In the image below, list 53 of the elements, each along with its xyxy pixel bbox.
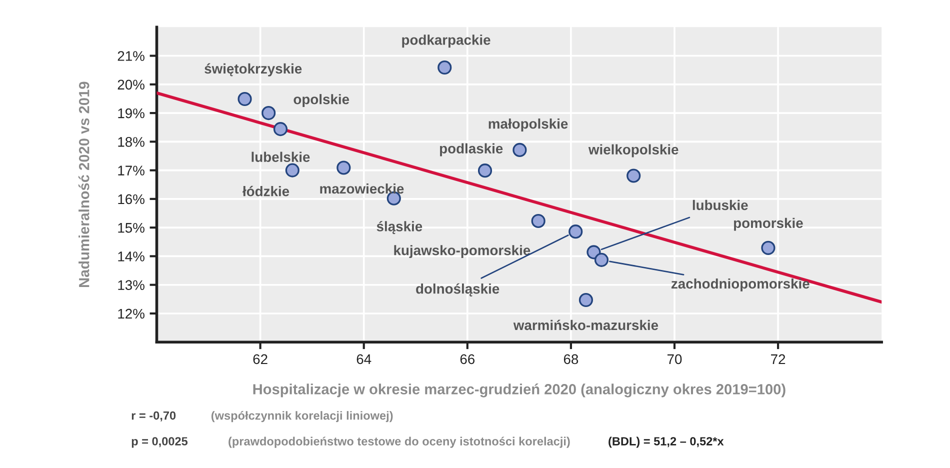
y-axis-title: Nadumieralność 2020 vs 2019 [78, 82, 90, 288]
x-axis-title: Hospitalizacje w okresie marzec-grudzień 2020 (analogiczny okres 2019=100) [253, 384, 786, 398]
annotation: świętokrzyskie [204, 63, 302, 76]
y-tick-label: 15% [118, 222, 144, 233]
annotation: łódzkie [242, 186, 290, 196]
y-tick-label: 19% [118, 108, 144, 118]
annotation: zachodniopomorskie [671, 278, 810, 292]
y-tick-label: 18% [118, 137, 144, 147]
annotation: lubuskie [692, 200, 748, 210]
annotation: warmińsko-mazurskie [513, 320, 658, 330]
x-tick-label: 70 [667, 354, 682, 364]
y-tick-label: 16% [118, 194, 144, 204]
text: r = -0,70 [132, 411, 176, 422]
annotation: mazowieckie [320, 183, 404, 194]
point [626, 168, 641, 183]
annotation: dolnośląskie [416, 283, 500, 296]
point [478, 164, 492, 178]
text: (prawdopodobieństwo testowe do oceny istotności korelacji) [228, 436, 570, 448]
annotation: śląskie [376, 221, 422, 234]
point [568, 224, 583, 239]
y-tick-label: 14% [118, 252, 144, 262]
y-tick-label: 17% [118, 166, 144, 176]
point [262, 106, 276, 120]
text: (współczynnik korelacji liniowej) [211, 410, 393, 422]
text: p = 0,0025 [132, 437, 188, 448]
annotation: pomorskie [734, 218, 803, 231]
x-tick-label: 68 [564, 354, 578, 364]
x-tick-label: 72 [771, 354, 786, 364]
point [336, 160, 351, 175]
y-tick-label: 12% [118, 308, 144, 319]
point [594, 252, 609, 267]
point [531, 214, 546, 228]
annotation: wielkopolskie [588, 144, 678, 158]
x-tick-label: 62 [253, 354, 268, 364]
point [273, 122, 288, 136]
point [285, 163, 300, 178]
y-tick-label: 20% [118, 80, 144, 90]
point [578, 292, 594, 308]
annotation: lubelskie [252, 152, 310, 162]
text: (BDL) = 51,2 – 0,52*x [608, 436, 724, 448]
y-tick-label: 21% [118, 51, 144, 61]
x-tick-label: 66 [460, 354, 475, 364]
y-tick-label: 13% [118, 280, 144, 290]
annotation: kujawsko-pomorskie [394, 245, 530, 258]
x-tick-label: 64 [356, 354, 372, 364]
annotation: podkarpackie [402, 34, 490, 48]
annotation: opolskie [294, 94, 350, 108]
point [761, 240, 776, 255]
annotation: małopolskie [488, 118, 568, 132]
point [438, 60, 452, 75]
annotation: podlaskie [440, 143, 503, 156]
point [238, 92, 252, 106]
point [512, 142, 527, 158]
